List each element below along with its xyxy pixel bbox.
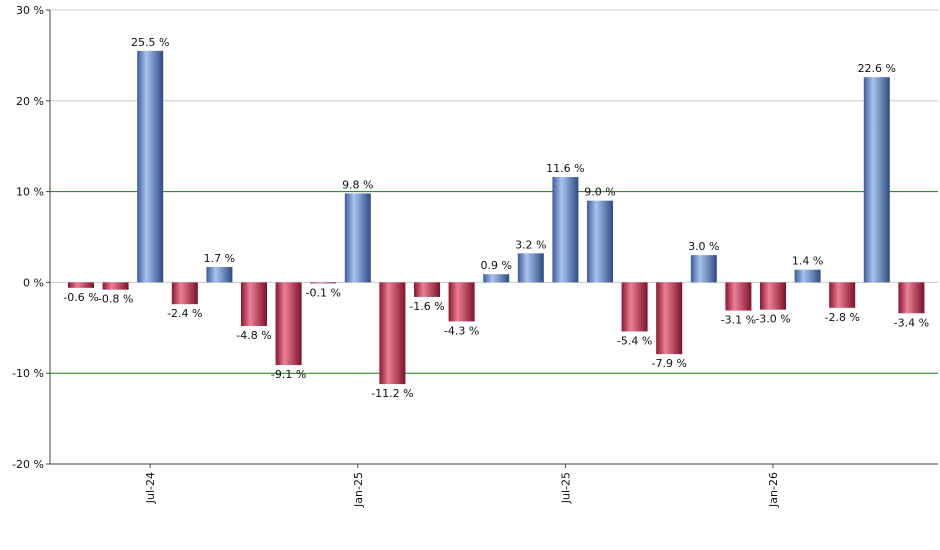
- bar-value-label: -4.3 %: [444, 324, 479, 337]
- bar-value-label: -3.0 %: [755, 313, 790, 326]
- bar-value-label: -7.9 %: [651, 357, 686, 370]
- bar: [517, 253, 544, 283]
- bar-value-label: -0.1 %: [305, 286, 340, 299]
- bar: [102, 282, 129, 290]
- bar-value-label: 25.5 %: [131, 36, 169, 49]
- bar-value-label: 0.9 %: [480, 259, 511, 272]
- y-tick-label: 20 %: [16, 95, 44, 108]
- bar: [863, 77, 890, 283]
- bar: [448, 282, 475, 322]
- y-tick-label: 10 %: [16, 186, 44, 199]
- bar: [690, 255, 717, 283]
- bar-value-label: -3.1 %: [721, 314, 756, 327]
- bar: [587, 200, 613, 283]
- bar: [725, 282, 752, 311]
- bar: [206, 266, 233, 283]
- bar: [552, 177, 579, 283]
- bar: [68, 282, 94, 288]
- bar: [829, 282, 856, 308]
- bar: [483, 274, 510, 283]
- bar: [344, 193, 371, 283]
- bar-value-label: 22.6 %: [858, 62, 896, 75]
- bar: [414, 282, 440, 297]
- bar-value-label: -0.8 %: [98, 293, 133, 306]
- grid-lines: [50, 9, 938, 374]
- bar-value-label: 1.7 %: [204, 252, 235, 265]
- bar-value-label: -1.6 %: [409, 300, 444, 313]
- x-tick-label: Jul-24: [144, 472, 157, 504]
- bar-value-label: -11.2 %: [371, 387, 413, 400]
- bar-value-label: 3.2 %: [515, 238, 546, 251]
- bar-value-label: 3.0 %: [688, 240, 719, 253]
- y-tick-label: 30 %: [16, 4, 44, 17]
- bar: [760, 282, 786, 310]
- y-tick-label: 0 %: [23, 276, 44, 289]
- bar-value-label: 1.4 %: [792, 255, 823, 268]
- bar-value-label: -3.4 %: [894, 316, 929, 329]
- bar-value-label: -5.4 %: [617, 334, 652, 347]
- bar-value-label: -2.8 %: [824, 311, 859, 324]
- x-tick-label: Jan-26: [767, 472, 780, 508]
- axes: [46, 9, 938, 468]
- y-tick-label: -20 %: [12, 458, 44, 471]
- bar-value-label: 11.6 %: [546, 162, 584, 175]
- bar-value-label: -0.6 %: [63, 291, 98, 304]
- labels: -20 % -10 % 0 % 10 % 20 % 30 % -0.6 % -0.8 % 25.…: [12, 4, 929, 508]
- bar: [171, 282, 198, 305]
- bar-value-label: 9.0 %: [584, 186, 615, 199]
- bar-value-label: -2.4 %: [167, 307, 202, 320]
- bar: [794, 269, 821, 283]
- bars: [68, 50, 925, 385]
- bar: [898, 282, 925, 314]
- x-tick-label: Jul-25: [559, 472, 572, 504]
- bar-value-label: -4.8 %: [236, 329, 271, 342]
- x-tick-label: Jan-25: [352, 472, 365, 508]
- bar: [310, 282, 337, 284]
- bar: [137, 50, 164, 283]
- bar: [241, 282, 267, 326]
- bar-value-label: -9.1 %: [271, 368, 306, 381]
- bar: [656, 282, 683, 355]
- bar: [275, 282, 302, 366]
- y-tick-label: -10 %: [12, 367, 44, 380]
- bar-value-label: 9.8 %: [342, 178, 373, 191]
- bar: [379, 282, 406, 385]
- bar: [621, 282, 648, 332]
